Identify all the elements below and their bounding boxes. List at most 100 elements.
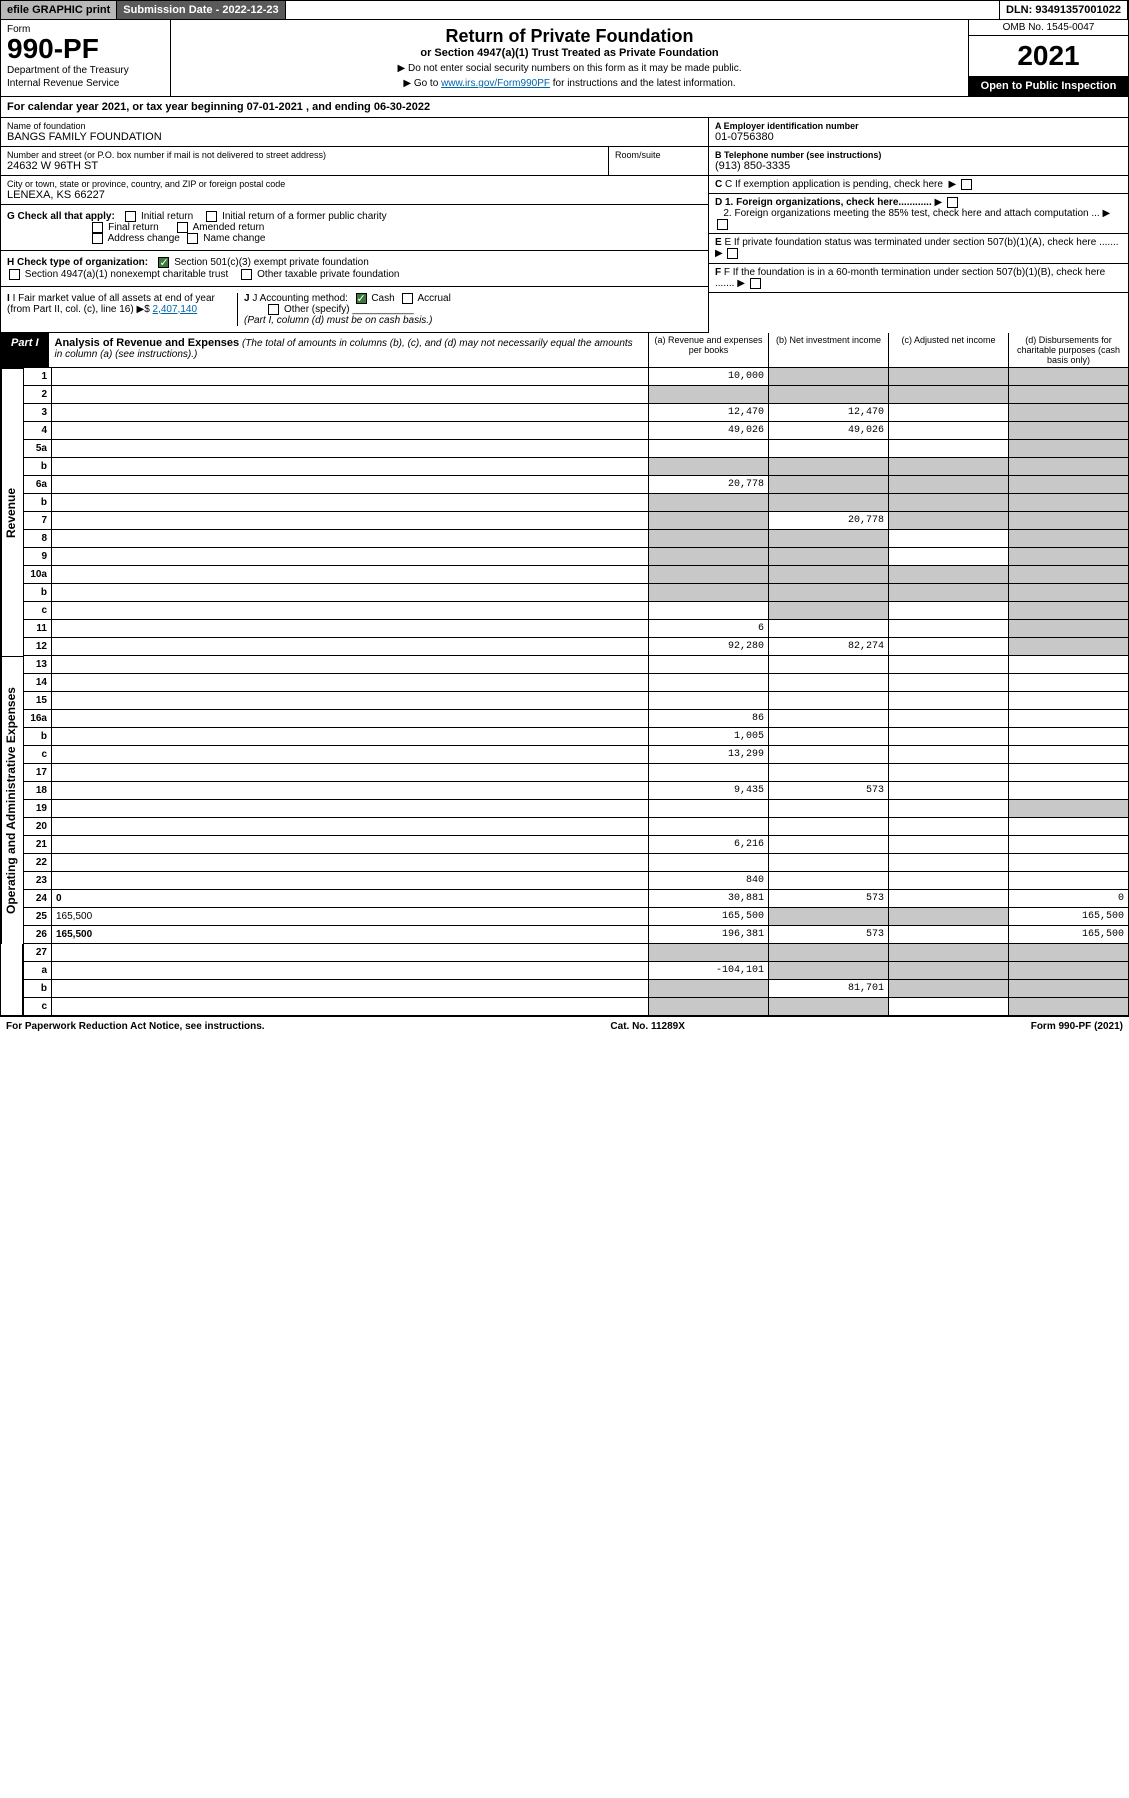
amount-cell [889,925,1009,943]
amount-cell: 86 [649,709,769,727]
amount-cell [649,583,769,601]
amount-cell: 573 [769,889,889,907]
table-row: 449,02649,026 [24,421,1129,439]
part1-title: Analysis of Revenue and Expenses [55,337,240,349]
chk-accrual[interactable] [402,293,413,304]
amount-cell [1009,944,1129,962]
amount-cell [1009,817,1129,835]
amount-cell [1009,547,1129,565]
amount-cell: 12,470 [649,403,769,421]
summary-spacer [1,944,23,1016]
row-number: 5a [24,439,52,457]
amount-cell [769,475,889,493]
j-accrual: Accrual [417,293,450,304]
row-desc: 165,500 [52,907,649,925]
amount-cell [1009,835,1129,853]
chk-amended[interactable] [177,222,188,233]
amount-cell: 49,026 [649,421,769,439]
amount-cell [889,583,1009,601]
amount-cell [889,656,1009,674]
amount-cell [769,961,889,979]
table-row: 22 [24,853,1129,871]
amount-cell: 20,778 [649,475,769,493]
amount-cell [889,439,1009,457]
row-number: 24 [24,889,52,907]
chk-other[interactable] [268,304,279,315]
amount-cell [649,493,769,511]
foundation-name-cell: Name of foundation BANGS FAMILY FOUNDATI… [1,118,708,147]
row-number: 22 [24,853,52,871]
chk-initial[interactable] [125,211,136,222]
amount-cell [769,871,889,889]
table-row: b [24,583,1129,601]
row-number: c [24,745,52,763]
d1-label: D 1. Foreign organizations, check here..… [715,197,932,208]
amount-cell [649,691,769,709]
amount-cell [649,529,769,547]
amount-cell [1009,727,1129,745]
table-row: 116 [24,619,1129,637]
page-footer: For Paperwork Reduction Act Notice, see … [0,1016,1129,1036]
amount-cell [889,565,1009,583]
chk-d1[interactable] [947,197,958,208]
chk-f[interactable] [750,278,761,289]
chk-cash[interactable] [356,293,367,304]
chk-addr[interactable] [92,233,103,244]
table-row: 8 [24,529,1129,547]
row-desc [52,457,649,475]
column-headers: (a) Revenue and expenses per books (b) N… [648,333,1128,367]
amount-cell: 1,005 [649,727,769,745]
row-number: 10a [24,565,52,583]
amount-cell [649,601,769,619]
row-desc [52,727,649,745]
part1-tag: Part I [1,333,49,367]
amount-cell [769,691,889,709]
g-check-row: G Check all that apply: Initial return I… [1,205,708,251]
footer-left: For Paperwork Reduction Act Notice, see … [6,1021,265,1032]
instr-line1: ▶ Do not enter social security numbers o… [177,63,962,74]
chk-c[interactable] [961,179,972,190]
chk-4947[interactable] [9,269,20,280]
row-number: a [24,961,52,979]
chk-namechg[interactable] [187,233,198,244]
revenue-section: Revenue 110,0002312,47012,470449,02649,0… [0,368,1129,656]
city-cell: City or town, state or province, country… [1,176,708,205]
chk-final[interactable] [92,222,103,233]
irs-link[interactable]: www.irs.gov/Form990PF [441,78,550,89]
amount-cell [889,619,1009,637]
amount-cell [889,871,1009,889]
h-check-row: H Check type of organization: Section 50… [1,251,708,286]
tax-year: 2021 [969,36,1128,76]
row-desc [52,709,649,727]
table-row: 10a [24,565,1129,583]
amount-cell [649,673,769,691]
g-initial-pub: Initial return of a former public charit… [222,211,387,222]
chk-501c3[interactable] [158,257,169,268]
amount-cell: 6 [649,619,769,637]
table-row: b [24,493,1129,511]
table-row: a-104,101 [24,961,1129,979]
amount-cell: 196,381 [649,925,769,943]
amount-cell [1009,529,1129,547]
row-number: b [24,727,52,745]
chk-d2[interactable] [717,219,728,230]
table-row: 9 [24,547,1129,565]
amount-cell [889,853,1009,871]
chk-other-tax[interactable] [241,269,252,280]
dept-line1: Department of the Treasury [7,65,164,76]
cal-begin: 07-01-2021 [247,101,303,113]
amount-cell [889,907,1009,925]
row-number: 23 [24,871,52,889]
i-value[interactable]: 2,407,140 [153,304,198,315]
amount-cell [769,907,889,925]
row-number: 1 [24,368,52,386]
ein-label: A Employer identification number [715,121,859,131]
amount-cell [649,439,769,457]
chk-initial-pub[interactable] [206,211,217,222]
amount-cell [1009,673,1129,691]
topbar: efile GRAPHIC print Submission Date - 20… [0,0,1129,20]
chk-e[interactable] [727,248,738,259]
table-row: 19 [24,799,1129,817]
col-b-hdr: (b) Net investment income [768,333,888,367]
row-number: 2 [24,385,52,403]
